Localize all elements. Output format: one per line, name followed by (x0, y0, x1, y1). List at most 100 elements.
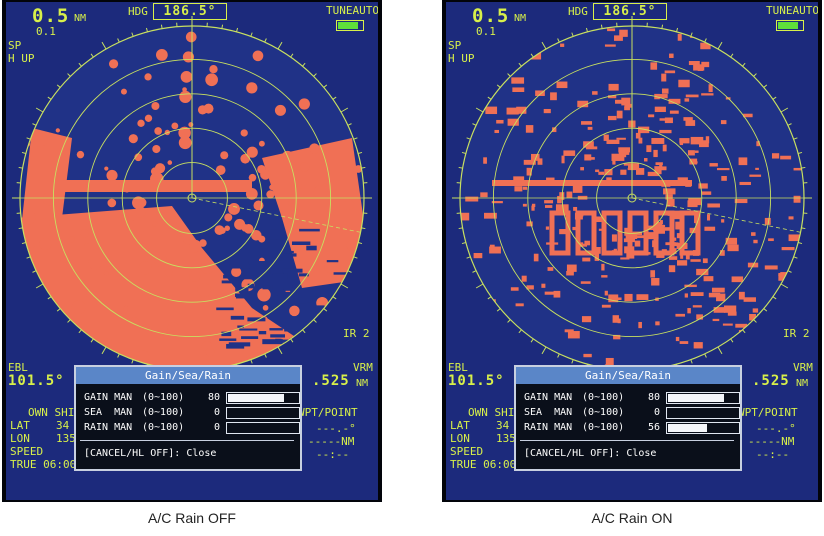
bearing-tick (332, 296, 337, 300)
echo-blob (566, 264, 577, 272)
gain-sea-rain-dialog[interactable]: Gain/Sea/Rain GAIN MAN (0~100) 80 SEA MA… (74, 365, 302, 471)
vrm-unit: NM (796, 378, 809, 389)
lat-label: LAT (10, 419, 30, 432)
setting-level-bar[interactable] (666, 422, 740, 434)
bearing-tick (78, 329, 82, 334)
echo-blob (80, 229, 89, 238)
bearing-tick (787, 123, 792, 126)
echo-blob (185, 31, 197, 43)
echo-blob (522, 203, 527, 207)
bearing-tick (475, 283, 484, 289)
echo-blob (582, 257, 591, 262)
echo-blob (544, 200, 554, 204)
echo-blob (698, 183, 708, 189)
setting-level-bar[interactable] (666, 392, 740, 404)
bearing-tick (585, 27, 588, 32)
echo-blob (150, 172, 164, 186)
dialog-close-hint[interactable]: [CANCEL/HL OFF]: Close (84, 448, 217, 459)
echo-blob (679, 140, 684, 146)
setting-value: 0 (653, 407, 660, 418)
echo-blob (513, 176, 525, 181)
echo-blob (473, 253, 483, 259)
bearing-tick (56, 308, 61, 312)
waypoint-distance: -----NM (748, 435, 795, 448)
setting-level-bar[interactable] (226, 392, 300, 404)
echo-blob (299, 184, 305, 190)
echo-blob (489, 244, 495, 253)
echo-blob (552, 127, 557, 133)
bearing-tick (18, 227, 23, 230)
echo-blob (606, 177, 612, 186)
dialog-row-rain[interactable]: RAIN MAN (0~100) 0 (84, 421, 300, 435)
echo-blob (107, 198, 117, 208)
bearing-tick (21, 242, 26, 245)
echo-blob (561, 155, 565, 164)
setting-name: RAIN MAN (84, 422, 133, 433)
echo-blob (120, 88, 127, 95)
echo-blob (654, 106, 666, 113)
echo-blob (226, 26, 238, 29)
setting-level-bar[interactable] (226, 407, 300, 419)
dialog-row-sea[interactable]: SEA MAN (0~100) 0 (84, 406, 300, 420)
echo-blob (738, 157, 748, 166)
echo-blob (771, 153, 780, 159)
bearing-tick (35, 107, 44, 113)
bearing-tick (47, 96, 52, 100)
echo-blob (107, 337, 112, 343)
echo-blob (677, 33, 682, 41)
setting-value: 80 (207, 392, 220, 403)
echo-blob (614, 35, 623, 41)
echo-blob (580, 167, 584, 171)
ring-interval: 0.1 (36, 25, 56, 38)
bearing-tick (290, 53, 294, 58)
gain-sea-rain-dialog[interactable]: Gain/Sea/Rain GAIN MAN (0~100) 80 SEA MA… (514, 365, 742, 471)
bearing-tick (35, 283, 44, 289)
bearing-tick (557, 353, 560, 358)
bearing-tick (361, 166, 366, 169)
echo-blob (701, 93, 714, 96)
echo-blob (668, 265, 676, 273)
dialog-row-sea[interactable]: SEA MAN (0~100) 0 (524, 406, 740, 420)
echo-blob (634, 240, 641, 247)
echo-blob (794, 129, 799, 136)
echo-blob (624, 229, 630, 234)
bearing-tick (472, 270, 477, 273)
echo-blob (778, 272, 792, 276)
echo-blob (144, 114, 153, 122)
clutter-gap (262, 285, 271, 290)
dialog-close-hint[interactable]: [CANCEL/HL OFF]: Close (524, 448, 657, 459)
echo-blob (155, 49, 168, 61)
echo-blob (148, 26, 156, 30)
echo-blob (601, 263, 605, 271)
bearing-tick (507, 73, 511, 77)
bearing-tick (461, 242, 466, 245)
tune-indicator (776, 20, 804, 31)
dialog-row-rain[interactable]: RAIN MAN (0~100) 56 (524, 421, 740, 435)
dialog-row-gain[interactable]: GAIN MAN (0~100) 80 (524, 391, 740, 405)
setting-level-bar[interactable] (226, 422, 300, 434)
setting-range: (0~100) (142, 407, 185, 418)
echo-blob (586, 146, 598, 150)
echo-blob (132, 196, 145, 210)
echo-blob (638, 126, 650, 134)
echo-blob (270, 182, 280, 192)
echo-blob (664, 117, 673, 124)
bearing-tick (131, 359, 134, 364)
echo-blob (581, 121, 593, 125)
own-ship-marker (187, 193, 197, 203)
setting-range: (0~100) (142, 422, 185, 433)
echo-blob (793, 167, 802, 171)
bearing-tick (461, 151, 466, 154)
echo-blob (646, 232, 659, 240)
echo-blob (781, 247, 795, 251)
clutter-gap (272, 285, 293, 290)
echo-blob (108, 59, 119, 69)
echo-blob (123, 305, 129, 312)
clutter-gap (277, 295, 288, 301)
echo-blob (205, 347, 215, 357)
echo-blob (204, 104, 211, 111)
setting-level-bar[interactable] (666, 407, 740, 419)
echo-blob (39, 237, 52, 251)
dialog-row-gain[interactable]: GAIN MAN (0~100) 80 (84, 391, 300, 405)
hdg-label: HDG (128, 5, 148, 18)
